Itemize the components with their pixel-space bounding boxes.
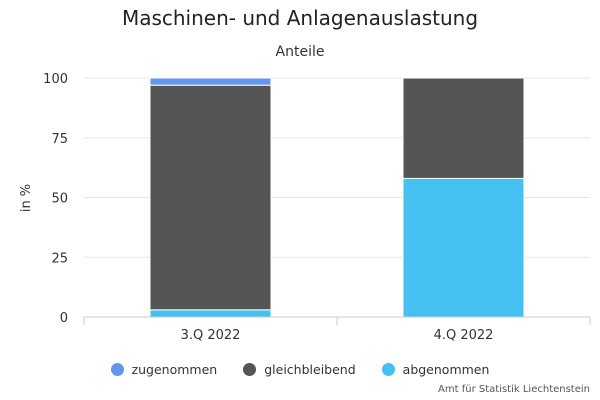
legend-item-gleichbleibend[interactable]: gleichbleibend — [243, 362, 356, 377]
y-tick-label: 0 — [60, 311, 68, 326]
legend: zugenommen gleichbleibend abgenommen — [0, 362, 600, 377]
y-tick-label: 25 — [51, 251, 68, 266]
legend-item-zugenommen[interactable]: zugenommen — [110, 362, 218, 377]
bar-segment-gleichbleibend[interactable] — [149, 84, 272, 311]
chart-title: Maschinen- und Anlagenauslastung — [121, 6, 479, 30]
chart-subtitle: Anteile — [275, 44, 325, 60]
bar-segment-abgenommen[interactable] — [149, 309, 272, 318]
bar-segment-abgenommen[interactable] — [402, 177, 525, 318]
legend-marker — [110, 363, 124, 376]
axes: 0 25 50 75 100 3.Q 2022 4.Q 2022 — [43, 72, 591, 343]
credits: Amt für Statistik Liechtenstein — [438, 384, 590, 395]
bar-series — [149, 77, 525, 318]
legend-label: abgenommen — [402, 362, 490, 377]
legend-marker — [381, 363, 395, 376]
x-tick-label: 3.Q 2022 — [181, 328, 241, 343]
bar-segment-zugenommen[interactable] — [149, 77, 272, 86]
y-axis-label: in % — [19, 184, 34, 212]
legend-marker — [243, 363, 257, 376]
y-tick-label: 75 — [51, 132, 68, 147]
x-tick-label: 4.Q 2022 — [434, 328, 494, 343]
legend-item-abgenommen[interactable]: abgenommen — [381, 362, 490, 377]
bar-segment-gleichbleibend[interactable] — [402, 77, 525, 179]
y-tick-label: 50 — [51, 192, 68, 207]
legend-label: zugenommen — [131, 362, 218, 377]
y-tick-label: 100 — [43, 72, 68, 87]
legend-label: gleichbleibend — [264, 362, 356, 377]
